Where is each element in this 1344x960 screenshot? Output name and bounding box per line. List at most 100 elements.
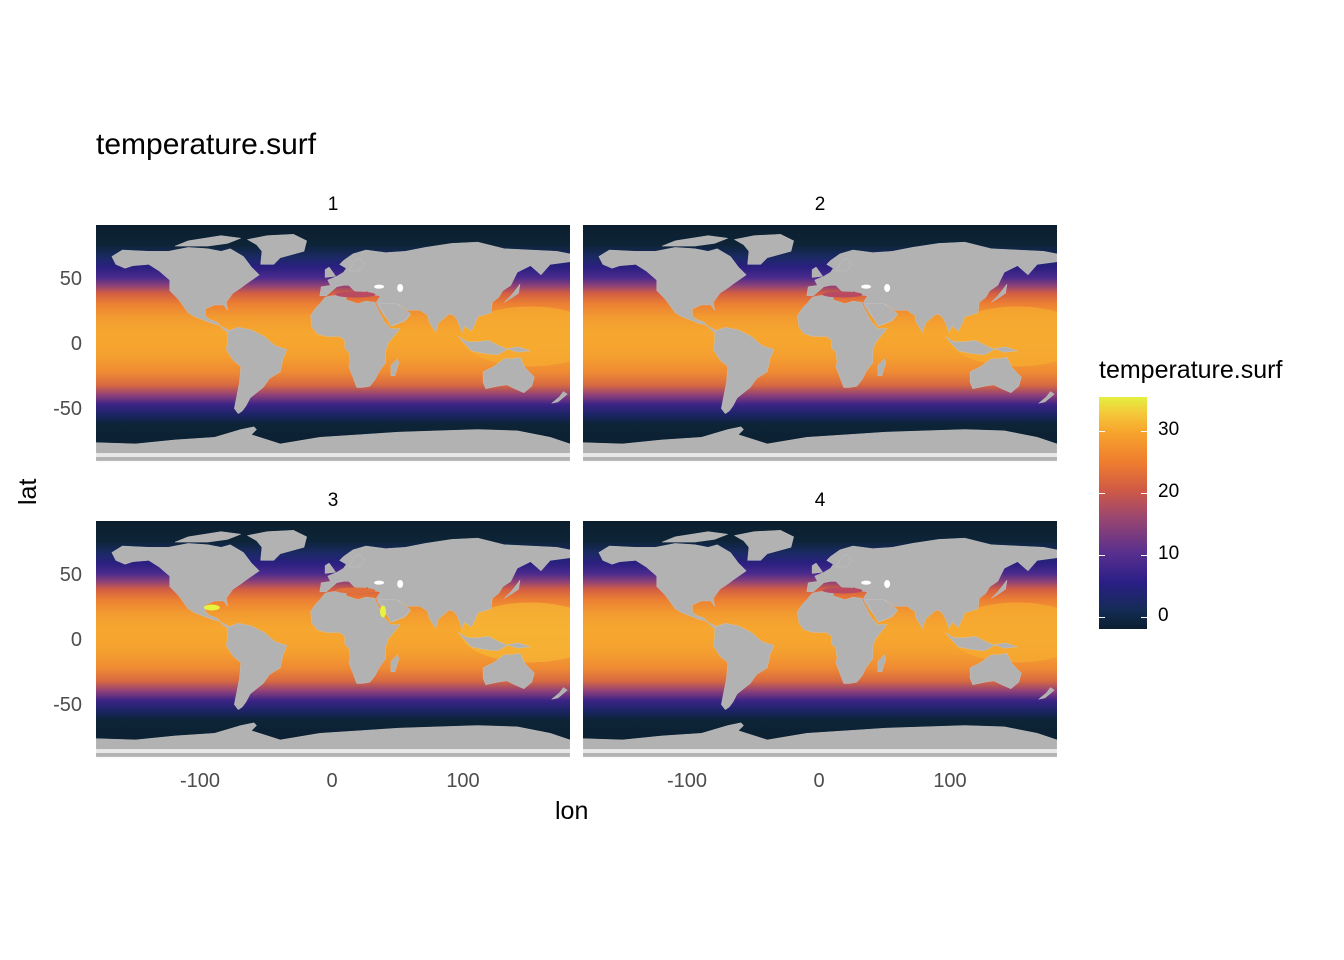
land-uk bbox=[324, 266, 336, 278]
legend-tick-label: 30 bbox=[1158, 419, 1180, 440]
land-arcticIslands bbox=[174, 531, 242, 543]
chart-title: temperature.surf bbox=[96, 128, 317, 161]
land-southAmerica bbox=[226, 623, 288, 710]
land-southAmerica bbox=[226, 327, 288, 414]
facet-strip-2: 2 bbox=[814, 194, 826, 215]
land-indonesia bbox=[944, 632, 1018, 652]
legend-colorbar bbox=[1099, 397, 1147, 629]
legend-tick-mark bbox=[1099, 617, 1105, 618]
inland-sea bbox=[861, 580, 872, 585]
world-map-svg bbox=[96, 225, 570, 462]
land-indonesia bbox=[457, 336, 531, 356]
x-tick-label: 100 bbox=[446, 770, 480, 792]
hot-spot bbox=[203, 604, 220, 611]
land-arabiaPatch bbox=[378, 599, 411, 623]
inland-sea bbox=[374, 580, 385, 585]
land-indonesia bbox=[944, 336, 1018, 356]
inland-sea bbox=[397, 579, 404, 588]
inland-sea bbox=[884, 283, 891, 292]
legend-title: temperature.surf bbox=[1099, 356, 1283, 384]
x-tick-label: 0 bbox=[326, 770, 338, 792]
map-panel-1 bbox=[96, 225, 570, 462]
legend-tick-mark bbox=[1141, 555, 1147, 556]
y-tick-label: 50 bbox=[59, 564, 82, 586]
land-greenland bbox=[733, 530, 794, 561]
land-japan bbox=[991, 579, 1008, 599]
land-newZealand bbox=[1038, 391, 1055, 404]
mediterranean-sea bbox=[335, 291, 376, 298]
land-australia bbox=[482, 357, 535, 394]
world-map-svg bbox=[583, 225, 1057, 462]
x-tick-label: -100 bbox=[179, 770, 221, 792]
y-tick-label: 0 bbox=[70, 333, 82, 355]
legend-tick-mark bbox=[1141, 617, 1147, 618]
y-tick-label: -50 bbox=[53, 398, 82, 420]
x-tick-label: -100 bbox=[666, 770, 708, 792]
inland-sea bbox=[861, 284, 872, 289]
mediterranean-sea bbox=[822, 587, 863, 594]
land-arabiaPatch bbox=[865, 599, 898, 623]
land-newZealand bbox=[551, 687, 568, 700]
mediterranean-sea bbox=[822, 291, 863, 298]
legend-tick-mark bbox=[1141, 431, 1147, 432]
facet-strip-3: 3 bbox=[327, 490, 339, 511]
x-axis-title: lon bbox=[555, 797, 589, 825]
land-greenland bbox=[246, 530, 307, 561]
land-arcticIslands bbox=[174, 235, 242, 247]
inland-sea bbox=[884, 579, 891, 588]
inland-sea bbox=[374, 284, 385, 289]
facet-strip-4: 4 bbox=[814, 490, 826, 511]
land-arcticIslands bbox=[661, 531, 729, 543]
land-arcticIslands bbox=[661, 235, 729, 247]
land-scandinaviaGap bbox=[835, 257, 852, 272]
hot-spot bbox=[380, 605, 387, 618]
land-antarctica bbox=[583, 426, 1057, 462]
inland-sea bbox=[397, 283, 404, 292]
y-tick-label: 0 bbox=[70, 629, 82, 651]
land-southAmerica bbox=[713, 327, 775, 414]
land-japan bbox=[504, 283, 521, 303]
land-northAmerica bbox=[598, 543, 747, 629]
land-northAmerica bbox=[598, 247, 747, 333]
legend-tick-mark bbox=[1141, 493, 1147, 494]
legend-tick-label: 0 bbox=[1158, 605, 1169, 626]
land-uk bbox=[811, 266, 823, 278]
land-antarctica bbox=[583, 722, 1057, 758]
land-uk bbox=[811, 562, 823, 574]
land-australia bbox=[969, 357, 1022, 394]
land-arabiaPatch bbox=[378, 303, 411, 327]
land-southAmerica bbox=[713, 623, 775, 710]
land-australia bbox=[482, 653, 535, 690]
land-northAmerica bbox=[111, 543, 260, 629]
land-northAmerica bbox=[111, 247, 260, 333]
land-madagascar bbox=[390, 654, 400, 673]
land-greenland bbox=[733, 234, 794, 265]
land-scandinaviaGap bbox=[348, 553, 365, 568]
legend-tick-mark bbox=[1099, 555, 1105, 556]
antarctic-ice-edge bbox=[583, 749, 1057, 754]
world-map-svg bbox=[583, 521, 1057, 758]
land-greenland bbox=[246, 234, 307, 265]
antarctic-ice-edge bbox=[96, 453, 570, 458]
land-antarctica bbox=[96, 722, 570, 758]
land-newZealand bbox=[551, 391, 568, 404]
x-tick-label: 100 bbox=[933, 770, 967, 792]
facet-strip-1: 1 bbox=[327, 194, 339, 215]
x-tick-label: 0 bbox=[813, 770, 825, 792]
land-scandinaviaGap bbox=[835, 553, 852, 568]
map-panel-3 bbox=[96, 521, 570, 758]
land-scandinaviaGap bbox=[348, 257, 365, 272]
land-australia bbox=[969, 653, 1022, 690]
y-axis-title: lat bbox=[14, 478, 42, 505]
land-madagascar bbox=[390, 358, 400, 377]
legend-tick-label: 10 bbox=[1158, 543, 1180, 564]
world-map-svg bbox=[96, 521, 570, 758]
legend-tick-mark bbox=[1099, 431, 1105, 432]
map-panel-2 bbox=[583, 225, 1057, 462]
legend-tick-mark bbox=[1099, 493, 1105, 494]
antarctic-ice-edge bbox=[583, 453, 1057, 458]
y-tick-label: 50 bbox=[59, 268, 82, 290]
land-madagascar bbox=[877, 654, 887, 673]
land-madagascar bbox=[877, 358, 887, 377]
map-panel-4 bbox=[583, 521, 1057, 758]
